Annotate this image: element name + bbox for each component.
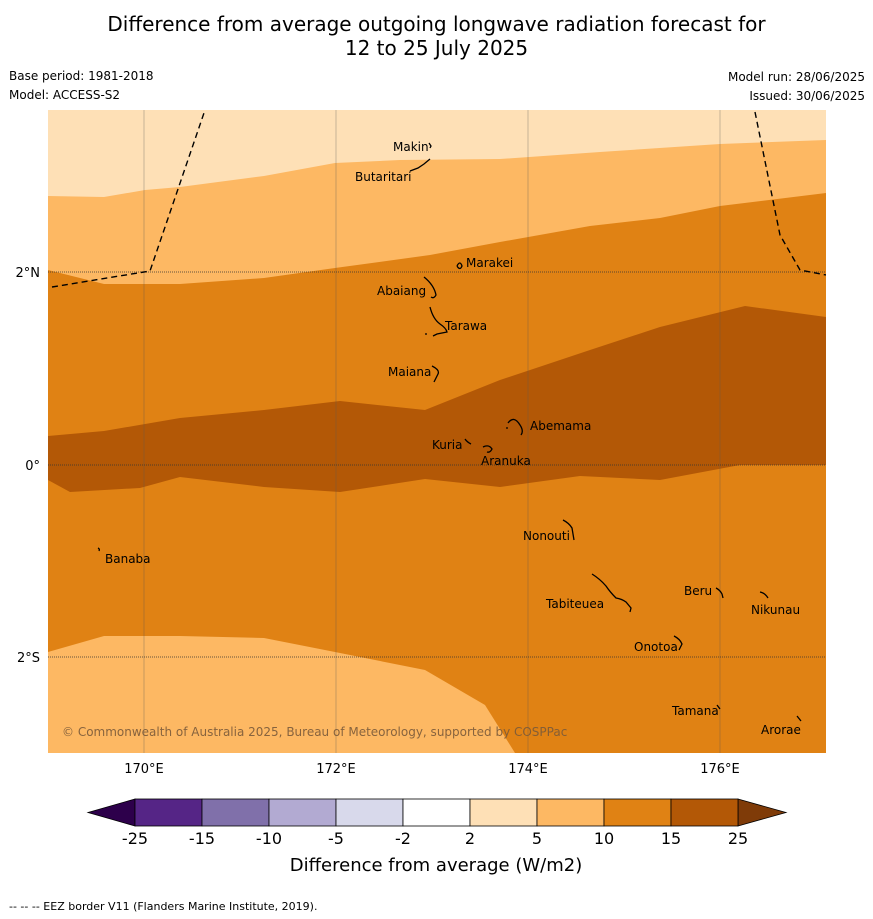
model-run-date: Model run: 28/06/2025 bbox=[727, 70, 865, 84]
title-line-1: Difference from average outgoing longwav… bbox=[107, 12, 766, 36]
place-label-abemama: Abemama bbox=[530, 419, 591, 433]
colorbar-under-arrow bbox=[86, 798, 136, 827]
place-label-maiana: Maiana bbox=[388, 365, 431, 379]
colorbar-segment bbox=[201, 798, 270, 827]
tarawa-island bbox=[425, 306, 448, 337]
lon-label-172e: 172°E bbox=[316, 762, 356, 777]
nonouti-island bbox=[562, 519, 575, 541]
colorbar-segment bbox=[335, 798, 404, 827]
place-label-arorae: Arorae bbox=[761, 723, 801, 737]
colorbar-segment bbox=[402, 798, 471, 827]
lon-label-174e: 174°E bbox=[508, 762, 548, 777]
eez-legend-note: -- -- -- EEZ border V11 (Flanders Marine… bbox=[9, 900, 318, 913]
colorbar-tick-label: 25 bbox=[728, 829, 748, 848]
colorbar-tick-label: -5 bbox=[328, 829, 344, 848]
colorbar-tick-label: 5 bbox=[532, 829, 542, 848]
colorbar-segment bbox=[469, 798, 538, 827]
tamana-island bbox=[716, 704, 721, 710]
lat-gridlines bbox=[48, 271, 826, 658]
band-15-to-25 bbox=[48, 306, 826, 492]
map-title: Difference from average outgoing longwav… bbox=[0, 12, 873, 60]
butaritari-island bbox=[409, 158, 431, 172]
title-line-2: 12 to 25 July 2025 bbox=[344, 36, 529, 60]
colorbar-tick-label: 2 bbox=[465, 829, 475, 848]
island-outlines bbox=[97, 142, 802, 722]
colorbar-segment bbox=[134, 798, 203, 827]
lat-label-2s: 2°S bbox=[17, 651, 40, 666]
issued-date: Issued: 30/06/2025 bbox=[749, 89, 865, 103]
map-panel: Makin Butaritari Marakei Abaiang Tarawa … bbox=[48, 110, 826, 753]
place-label-makin: Makin bbox=[393, 140, 429, 154]
colorbar-tick-label: -25 bbox=[122, 829, 148, 848]
eez-border bbox=[51, 110, 826, 288]
colorbar-tick-label: -10 bbox=[256, 829, 282, 848]
base-period: Base period: 1981-2018 bbox=[9, 69, 154, 83]
colorbar-tick-label: 15 bbox=[661, 829, 681, 848]
colorbar: -25 -15 -10 -5 -2 2 5 10 15 25 Difference from av… bbox=[86, 798, 788, 876]
place-label-kuria: Kuria bbox=[432, 438, 463, 452]
place-label-nikunau: Nikunau bbox=[751, 603, 800, 617]
place-label-marakei: Marakei bbox=[466, 256, 513, 270]
maiana-island bbox=[431, 365, 440, 383]
place-label-tabiteuea: Tabiteuea bbox=[545, 597, 604, 611]
place-label-beru: Beru bbox=[684, 584, 712, 598]
tabiteuea-island bbox=[591, 573, 632, 613]
colorbar-over-arrow bbox=[737, 798, 788, 827]
place-label-butaritari: Butaritari bbox=[355, 170, 412, 184]
place-label-tamana: Tamana bbox=[671, 704, 719, 718]
colorbar-tick-label: -2 bbox=[395, 829, 411, 848]
onotoa-island bbox=[673, 635, 683, 651]
graticule bbox=[143, 110, 721, 753]
place-label-nonouti: Nonouti bbox=[523, 529, 570, 543]
lat-label-0: 0° bbox=[25, 459, 40, 474]
place-label-abaiang: Abaiang bbox=[377, 284, 426, 298]
model-name: Model: ACCESS-S2 bbox=[9, 88, 121, 102]
colorbar-segment bbox=[268, 798, 337, 827]
kuria-island bbox=[464, 438, 472, 445]
place-labels: Makin Butaritari Marakei Abaiang Tarawa … bbox=[105, 140, 801, 737]
colorbar-segment bbox=[670, 798, 739, 827]
colorbar-tick-label: 10 bbox=[594, 829, 614, 848]
place-label-onotoa: Onotoa bbox=[634, 640, 678, 654]
colorbar-title: Difference from average (W/m2) bbox=[290, 855, 582, 876]
marakei-island bbox=[456, 262, 463, 270]
copyright-notice: © Commonwealth of Australia 2025, Bureau… bbox=[62, 725, 567, 739]
nikunau-island bbox=[759, 591, 769, 599]
arorae-island bbox=[796, 715, 802, 722]
place-label-tarawa: Tarawa bbox=[444, 319, 487, 333]
lon-axis-labels: 170°E 172°E 174°E 176°E bbox=[124, 762, 740, 777]
beru-island bbox=[715, 587, 724, 599]
lon-label-170e: 170°E bbox=[124, 762, 164, 777]
lat-axis-labels: 2°N 0° 2°S bbox=[16, 266, 41, 666]
lat-label-2n: 2°N bbox=[16, 266, 41, 281]
place-label-banaba: Banaba bbox=[105, 552, 151, 566]
colorbar-tick-label: -15 bbox=[189, 829, 215, 848]
lon-label-176e: 176°E bbox=[700, 762, 740, 777]
place-label-aranuka: Aranuka bbox=[481, 454, 531, 468]
aranuka-island bbox=[482, 445, 493, 453]
band-2-to-5-north bbox=[48, 110, 826, 197]
abemama-island bbox=[506, 418, 523, 436]
banaba-island bbox=[97, 547, 100, 552]
colorbar-segment bbox=[536, 798, 605, 827]
abaiang-island bbox=[423, 276, 437, 299]
colorbar-segment bbox=[603, 798, 672, 827]
makin-island bbox=[428, 142, 432, 149]
